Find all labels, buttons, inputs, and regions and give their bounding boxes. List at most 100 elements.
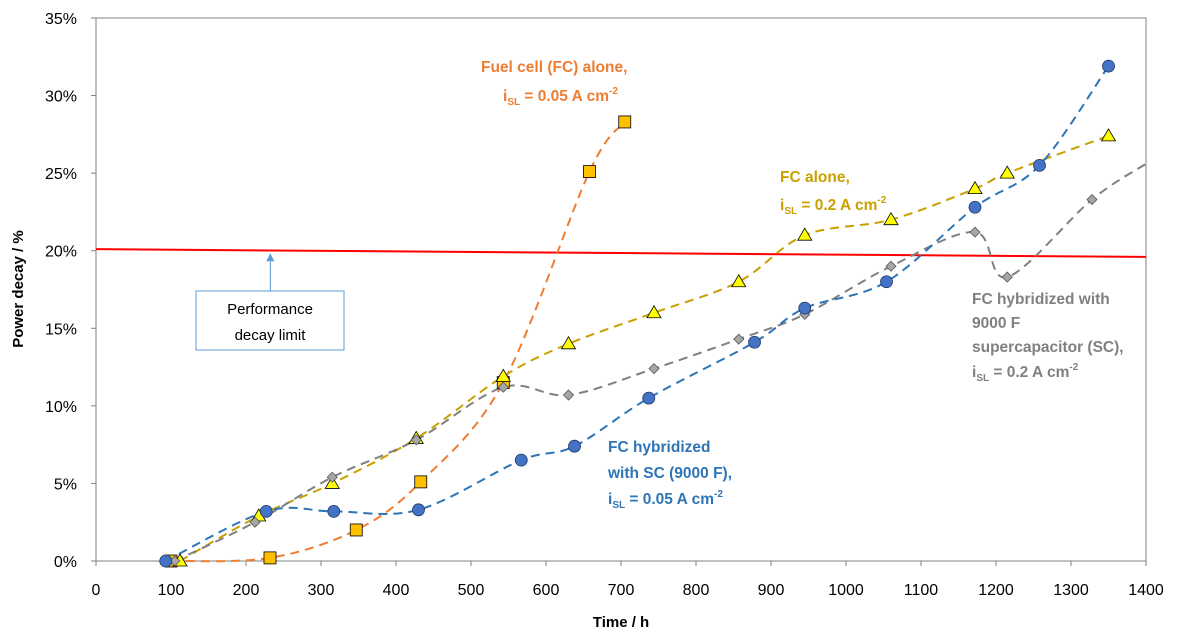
label-fc-hybrid-02-line4: iSL = 0.2 A cm-2	[972, 362, 1079, 384]
x-tick-label: 300	[308, 582, 335, 599]
data-point-fc_hybrid_005	[798, 301, 812, 315]
x-tick-label: 1000	[828, 582, 864, 599]
label-fc-hybrid-02-mid: = 0.2 A cm	[989, 364, 1069, 381]
x-tick-label: 700	[608, 582, 635, 599]
label-fc-hybrid-02-line3: supercapacitor (SC),	[972, 339, 1124, 356]
label-fc-hybrid-02-sub: SL	[976, 373, 989, 384]
label-fc-alone-02-line2: iSL = 0.2 A cm-2	[780, 195, 887, 217]
data-point-fc_hybrid_02	[497, 381, 509, 393]
label-fc-alone-005-prefix: i	[503, 88, 507, 105]
data-point-fc_hybrid_02	[410, 434, 422, 446]
label-fc-hybrid-005-line1: FC hybridized	[608, 439, 710, 456]
x-tick-label: 1400	[1128, 582, 1164, 599]
x-tick-label: 100	[158, 582, 185, 599]
data-point-fc_hybrid_02	[733, 333, 745, 345]
label-fc-alone-02-prefix: i	[780, 197, 784, 214]
callout-box	[195, 290, 345, 351]
data-point-fc_alone_02	[495, 368, 511, 382]
data-point-fc_alone_02	[560, 336, 577, 350]
label-fc-alone-005-line1: Fuel cell (FC) alone,	[481, 59, 627, 76]
data-point-fc_hybrid_02	[885, 260, 897, 272]
label-fc-alone-005-sup: -2	[609, 86, 618, 97]
data-point-fc_hybrid_005	[968, 200, 982, 214]
performance-limit	[95, 248, 1147, 291]
x-tick-label: 500	[458, 582, 485, 599]
data-point-fc_hybrid_005	[1102, 59, 1115, 73]
label-fc-alone-005-line2: iSL = 0.05 A cm-2	[503, 86, 618, 108]
data-point-fc_hybrid_02	[648, 363, 660, 375]
data-point-fc_hybrid_02	[969, 226, 981, 238]
data-point-fc_hybrid_005	[568, 439, 581, 453]
data-point-fc_alone_005	[583, 165, 596, 178]
data-point-fc_hybrid_005	[1033, 158, 1046, 172]
label-fc-hybrid-005-sub: SL	[612, 500, 625, 511]
label-fc-hybrid-005-mid: = 0.05 A cm	[625, 491, 714, 508]
data-point-fc_alone_02	[1100, 128, 1117, 142]
data-point-fc_alone_02	[967, 180, 983, 195]
x-tick-label: 1100	[904, 582, 939, 599]
data-point-fc_hybrid_02	[1001, 271, 1013, 283]
data-point-fc_hybrid_005	[880, 275, 893, 289]
x-tick-label: 0	[92, 582, 101, 599]
callout-line2: decay limit	[235, 327, 307, 344]
x-tick-label: 1300	[1053, 582, 1089, 599]
data-point-fc_hybrid_02	[249, 516, 261, 528]
y-tick-label: 35%	[45, 11, 77, 28]
performance-limit-line	[95, 248, 1147, 258]
x-tick-label: 900	[758, 582, 785, 599]
x-tick-label: 600	[533, 582, 560, 599]
label-fc-hybrid-005-line2: with SC (9000 F),	[607, 465, 732, 482]
data-point-fc_alone_005	[263, 551, 277, 565]
data-point-fc_alone_005	[349, 523, 363, 537]
label-fc-hybrid-005-prefix: i	[608, 491, 612, 508]
label-fc-alone-02-line1: FC alone,	[780, 169, 850, 186]
label-fc-alone-005-sub: SL	[507, 97, 520, 108]
data-point-fc_hybrid_02	[326, 471, 338, 483]
label-fc-hybrid-02-line1: FC hybridized with	[972, 291, 1110, 308]
label-fc-hybrid-02-sup: -2	[1069, 362, 1078, 373]
data-point-fc_alone_02	[797, 227, 813, 241]
y-tick-label: 10%	[45, 399, 77, 416]
label-fc-hybrid-005-sup: -2	[714, 489, 723, 500]
y-tick-label: 25%	[45, 166, 77, 183]
data-point-fc_alone_02	[999, 165, 1015, 179]
data-point-fc_hybrid_005	[159, 554, 173, 568]
data-point-fc_hybrid_005	[748, 335, 761, 349]
data-point-fc_hybrid_005	[642, 391, 656, 405]
y-axis-title: Power decay / %	[10, 230, 27, 348]
label-fc-alone-005-mid: = 0.05 A cm	[520, 88, 609, 105]
data-point-fc_hybrid_02	[562, 389, 575, 401]
label-fc-hybrid-02-line2: 9000 F	[972, 315, 1020, 332]
label-fc-alone-02-sup: -2	[877, 195, 886, 206]
x-tick-label: 400	[383, 582, 410, 599]
y-tick-label: 15%	[45, 321, 77, 338]
data-point-fc_alone_005	[618, 115, 632, 129]
x-axis-title: Time / h	[593, 614, 649, 631]
data-point-fc_hybrid_005	[327, 504, 341, 518]
data-point-fc_hybrid_005	[412, 503, 425, 517]
label-fc-alone-02-mid: = 0.2 A cm	[797, 197, 877, 214]
callout-arrow-head	[266, 253, 275, 262]
callout-line1: Performance	[227, 301, 313, 318]
label-fc-hybrid-02-prefix: i	[972, 364, 976, 381]
series-line-fc_alone_005	[170, 121, 626, 563]
y-tick-label: 30%	[45, 89, 77, 106]
x-tick-label: 200	[233, 582, 260, 599]
y-tick-label: 20%	[45, 244, 77, 261]
label-fc-hybrid-005-line3: iSL = 0.05 A cm-2	[608, 489, 723, 511]
data-point-fc_alone_02	[731, 273, 747, 288]
data-point-fc_alone_005	[414, 475, 428, 489]
axes: 0 100 200 300 400 500 600 700 800 900 1000 1100 1200…	[45, 11, 1164, 599]
data-point-fc_alone_02	[883, 211, 899, 226]
y-tick-label: 5%	[54, 476, 77, 493]
series-points	[159, 59, 1117, 568]
label-fc-alone-02-sub: SL	[784, 206, 797, 217]
data-point-fc_hybrid_005	[259, 504, 273, 518]
data-point-fc_hybrid_02	[1086, 193, 1098, 206]
data-point-fc_hybrid_005	[514, 453, 528, 467]
y-tick-label: 0%	[54, 554, 77, 571]
performance-limit-callout: Performance decay limit	[195, 290, 345, 351]
x-tick-label: 800	[683, 582, 710, 599]
